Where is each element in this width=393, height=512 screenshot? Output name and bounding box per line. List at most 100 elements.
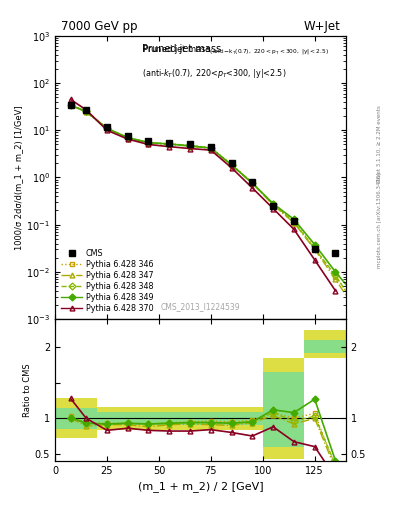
Pythia 6.428 349	[188, 143, 193, 149]
Pythia 6.428 349	[271, 201, 275, 207]
Pythia 6.428 348	[125, 135, 130, 141]
Pythia 6.428 348	[292, 219, 296, 225]
Pythia 6.428 349	[354, 293, 358, 300]
Pythia 6.428 349	[146, 139, 151, 145]
Y-axis label: Ratio to CMS: Ratio to CMS	[23, 363, 32, 417]
Pythia 6.428 347	[84, 109, 88, 115]
Pythia 6.428 370	[292, 226, 296, 232]
Pythia 6.428 349	[84, 109, 88, 115]
Pythia 6.428 348	[208, 145, 213, 151]
Pythia 6.428 348	[146, 139, 151, 145]
Pythia 6.428 370	[125, 136, 130, 142]
Pythia 6.428 346	[146, 139, 151, 145]
Pythia 6.428 370	[250, 185, 255, 191]
Pythia 6.428 346	[229, 161, 234, 167]
Pythia 6.428 370	[271, 205, 275, 211]
CMS	[84, 107, 88, 113]
Pythia 6.428 347	[146, 140, 151, 146]
Pythia 6.428 349	[208, 145, 213, 151]
Pythia 6.428 349	[292, 216, 296, 222]
Pythia 6.428 347	[188, 143, 193, 150]
Y-axis label: 1000/σ 2dσ/d(m_1 + m_2) [1/GeV]: 1000/σ 2dσ/d(m_1 + m_2) [1/GeV]	[15, 105, 24, 250]
Pythia 6.428 346	[250, 180, 255, 186]
Text: 7000 GeV pp: 7000 GeV pp	[61, 20, 137, 33]
Pythia 6.428 349	[333, 269, 338, 275]
CMS	[105, 123, 109, 130]
Text: Pruned jet mass$_{\mathregular{(anti\!-\!k_T(0.7),\ 220<p_T<300,\ |y|<2.5)}}$: Pruned jet mass$_{\mathregular{(anti\!-\…	[142, 45, 329, 58]
Pythia 6.428 348	[333, 272, 338, 279]
CMS	[333, 250, 338, 256]
Pythia 6.428 347	[208, 145, 213, 152]
Text: CMS_2013_I1224539: CMS_2013_I1224539	[161, 302, 240, 311]
Pythia 6.428 347	[250, 180, 255, 186]
Pythia 6.428 347	[292, 220, 296, 226]
Line: Pythia 6.428 349: Pythia 6.428 349	[68, 103, 359, 299]
Pythia 6.428 347	[125, 135, 130, 141]
Pythia 6.428 347	[312, 246, 317, 252]
Text: Pruned jet mass: Pruned jet mass	[142, 45, 221, 54]
CMS	[229, 160, 234, 166]
Pythia 6.428 347	[68, 102, 73, 108]
Line: Pythia 6.428 370: Pythia 6.428 370	[68, 97, 338, 293]
Pythia 6.428 346	[354, 302, 358, 308]
Pythia 6.428 370	[188, 145, 193, 152]
Pythia 6.428 346	[167, 141, 172, 147]
Text: (anti-$k_T$(0.7), 220<$p_T$<300, |y|<2.5): (anti-$k_T$(0.7), 220<$p_T$<300, |y|<2.5…	[142, 67, 286, 80]
Pythia 6.428 349	[312, 242, 317, 248]
Pythia 6.428 370	[146, 141, 151, 147]
Pythia 6.428 346	[208, 144, 213, 151]
Pythia 6.428 349	[125, 135, 130, 141]
Pythia 6.428 347	[354, 308, 358, 314]
Pythia 6.428 348	[105, 125, 109, 132]
Pythia 6.428 349	[250, 180, 255, 186]
Pythia 6.428 346	[188, 142, 193, 148]
Pythia 6.428 370	[84, 107, 88, 113]
Pythia 6.428 349	[105, 125, 109, 132]
Pythia 6.428 370	[167, 143, 172, 150]
Pythia 6.428 348	[250, 180, 255, 186]
CMS	[68, 101, 73, 108]
CMS	[312, 246, 317, 252]
Pythia 6.428 347	[271, 202, 275, 208]
Pythia 6.428 346	[292, 218, 296, 224]
Pythia 6.428 348	[167, 141, 172, 147]
Pythia 6.428 348	[229, 162, 234, 168]
Pythia 6.428 349	[68, 102, 73, 108]
Pythia 6.428 370	[333, 288, 338, 294]
Text: mcplots.cern.ch [arXiv:1306.3436]: mcplots.cern.ch [arXiv:1306.3436]	[377, 173, 382, 268]
Pythia 6.428 349	[229, 162, 234, 168]
Pythia 6.428 347	[105, 125, 109, 132]
Pythia 6.428 370	[68, 96, 73, 102]
Pythia 6.428 348	[271, 201, 275, 207]
Pythia 6.428 346	[333, 273, 338, 280]
CMS	[188, 141, 193, 147]
CMS	[271, 203, 275, 209]
CMS	[167, 139, 172, 145]
Pythia 6.428 370	[208, 147, 213, 153]
Pythia 6.428 370	[105, 127, 109, 133]
Pythia 6.428 346	[68, 101, 73, 108]
Pythia 6.428 346	[84, 109, 88, 115]
Pythia 6.428 348	[188, 143, 193, 149]
CMS	[208, 143, 213, 150]
Line: Pythia 6.428 348: Pythia 6.428 348	[68, 103, 359, 310]
Text: Rivet 3.1.10, ≥ 2.2M events: Rivet 3.1.10, ≥ 2.2M events	[377, 105, 382, 182]
Legend: CMS, Pythia 6.428 346, Pythia 6.428 347, Pythia 6.428 348, Pythia 6.428 349, Pyt: CMS, Pythia 6.428 346, Pythia 6.428 347,…	[59, 246, 156, 315]
Line: Pythia 6.428 347: Pythia 6.428 347	[68, 103, 359, 313]
X-axis label: (m_1 + m_2) / 2 [GeV]: (m_1 + m_2) / 2 [GeV]	[138, 481, 263, 492]
Pythia 6.428 346	[271, 201, 275, 207]
CMS	[125, 133, 130, 139]
Pythia 6.428 348	[312, 246, 317, 252]
Pythia 6.428 347	[229, 162, 234, 168]
Pythia 6.428 346	[125, 135, 130, 141]
CMS	[146, 138, 151, 144]
Pythia 6.428 346	[105, 125, 109, 132]
Pythia 6.428 348	[354, 304, 358, 310]
Pythia 6.428 346	[312, 245, 317, 251]
Pythia 6.428 347	[167, 141, 172, 147]
Pythia 6.428 348	[84, 109, 88, 115]
Pythia 6.428 370	[229, 165, 234, 171]
Line: Pythia 6.428 346: Pythia 6.428 346	[68, 102, 359, 307]
Pythia 6.428 349	[167, 141, 172, 147]
Line: CMS: CMS	[68, 102, 338, 256]
